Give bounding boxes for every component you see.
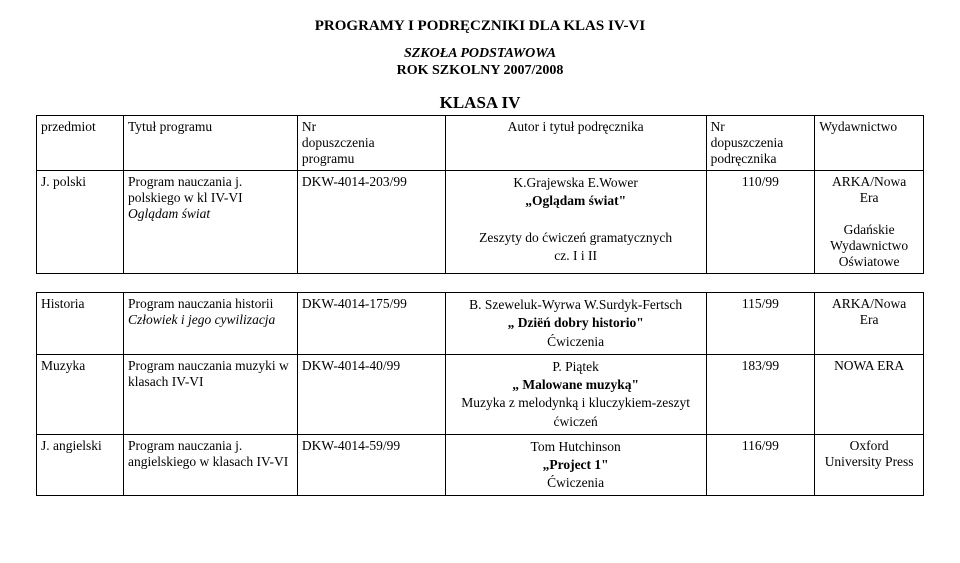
cell-publisher: Oxford University Press: [815, 434, 924, 496]
cell-nr-book: 115/99: [706, 293, 815, 355]
pub-line: Oxford: [850, 438, 889, 453]
th-publisher: Wydawnictwo: [815, 116, 924, 171]
cell-author: P. Piątek „ Malowane muzyką" Muzyka z me…: [445, 354, 706, 434]
nr-book-l3: podręcznika: [711, 151, 777, 166]
author-name: K.Grajewska E.Wower: [513, 175, 638, 190]
doc-subtitle-2: ROK SZKOLNY 2007/2008: [36, 63, 924, 79]
table-gap-row: [37, 274, 924, 293]
nr-book-l2: dopuszczenia: [711, 135, 784, 150]
cell-subject: Muzyka: [37, 354, 124, 434]
extra-line: cz. I i II: [554, 248, 597, 263]
document-page: PROGRAMY I PODRĘCZNIKI DLA KLAS IV-VI SZ…: [0, 0, 960, 563]
extra-line: Zeszyty do ćwiczeń gramatycznych: [479, 230, 672, 245]
class-header: KLASA IV: [36, 93, 924, 113]
pub-line: University Press: [825, 454, 914, 469]
cell-nr-book: 110/99: [706, 171, 815, 274]
extra-line: ćwiczeń: [554, 414, 598, 429]
cell-nr-program: DKW-4014-203/99: [297, 171, 445, 274]
book-title: „Oglądam świat": [525, 193, 626, 208]
book-title: „ Malowane muzyką": [512, 377, 639, 392]
table-row: J. polski Program nauczania j. polskiego…: [37, 171, 924, 274]
th-author: Autor i tytuł podręcznika: [445, 116, 706, 171]
extra-line: Ćwiczenia: [547, 475, 604, 490]
pub-line: Era: [860, 190, 879, 205]
prog-italic: Oglądam świat: [128, 206, 210, 221]
cell-subject: Historia: [37, 293, 124, 355]
cell-nr-book: 116/99: [706, 434, 815, 496]
cell-author: B. Szeweluk-Wyrwa W.Surdyk-Fertsch „ Dzi…: [445, 293, 706, 355]
book-title: „ Dziëń dobry historio": [508, 315, 644, 330]
doc-title: PROGRAMY I PODRĘCZNIKI DLA KLAS IV-VI: [36, 18, 924, 35]
th-nr-book: Nr dopuszczenia podręcznika: [706, 116, 815, 171]
book-title: „Project 1": [543, 457, 609, 472]
extra-line: Muzyka z melodynką i kluczykiem-zeszyt: [461, 395, 690, 410]
curriculum-table: przedmiot Tytuł programu Nr dopuszczenia…: [36, 115, 924, 496]
pub-line: ARKA/Nowa: [832, 174, 906, 189]
prog-plain: Program nauczania muzyki w klasach IV-VI: [128, 358, 289, 389]
cell-nr-book: 183/99: [706, 354, 815, 434]
th-program-title: Tytuł programu: [123, 116, 297, 171]
table-row: Muzyka Program nauczania muzyki w klasac…: [37, 354, 924, 434]
table-row: J. angielski Program nauczania j. angiel…: [37, 434, 924, 496]
author-name: B. Szeweluk-Wyrwa W.Surdyk-Fertsch: [469, 297, 682, 312]
pub-line: Era: [860, 312, 879, 327]
cell-subject: J. polski: [37, 171, 124, 274]
extra-line: Ćwiczenia: [547, 334, 604, 349]
cell-nr-program: DKW-4014-175/99: [297, 293, 445, 355]
nr-prog-l2: dopuszczenia: [302, 135, 375, 150]
cell-nr-program: DKW-4014-59/99: [297, 434, 445, 496]
pub-line: Gdańskie: [844, 222, 895, 237]
pub-line: Oświatowe: [839, 254, 900, 269]
cell-program: Program nauczania j. polskiego w kl IV-V…: [123, 171, 297, 274]
cell-publisher: NOWA ERA: [815, 354, 924, 434]
author-name: P. Piątek: [552, 359, 599, 374]
th-subject: przedmiot: [37, 116, 124, 171]
author-name: Tom Hutchinson: [531, 439, 621, 454]
cell-publisher: ARKA/Nowa Era Gdańskie Wydawnictwo Oświa…: [815, 171, 924, 274]
pub-line: Wydawnictwo: [830, 238, 908, 253]
pub-line: NOWA ERA: [834, 358, 904, 373]
cell-author: K.Grajewska E.Wower „Oglądam świat" Zesz…: [445, 171, 706, 274]
prog-plain: Program nauczania j. angielskiego w klas…: [128, 438, 288, 469]
cell-program: Program nauczania muzyki w klasach IV-VI: [123, 354, 297, 434]
th-nr-program: Nr dopuszczenia programu: [297, 116, 445, 171]
doc-subtitle-1: SZKOŁA PODSTAWOWA: [36, 45, 924, 63]
pub-line: ARKA/Nowa: [832, 296, 906, 311]
prog-plain: Program nauczania j. polskiego w kl IV-V…: [128, 174, 243, 205]
cell-subject: J. angielski: [37, 434, 124, 496]
table-header-row: przedmiot Tytuł programu Nr dopuszczenia…: [37, 116, 924, 171]
prog-plain: Program nauczania historii: [128, 296, 273, 311]
nr-prog-l1: Nr: [302, 119, 316, 134]
cell-publisher: ARKA/Nowa Era: [815, 293, 924, 355]
table-row: Historia Program nauczania historii Czło…: [37, 293, 924, 355]
cell-nr-program: DKW-4014-40/99: [297, 354, 445, 434]
nr-book-l1: Nr: [711, 119, 725, 134]
prog-italic: Człowiek i jego cywilizacja: [128, 312, 275, 327]
gap-cell: [37, 274, 924, 293]
cell-author: Tom Hutchinson „Project 1" Ćwiczenia: [445, 434, 706, 496]
cell-program: Program nauczania historii Człowiek i je…: [123, 293, 297, 355]
nr-prog-l3: programu: [302, 151, 354, 166]
cell-program: Program nauczania j. angielskiego w klas…: [123, 434, 297, 496]
